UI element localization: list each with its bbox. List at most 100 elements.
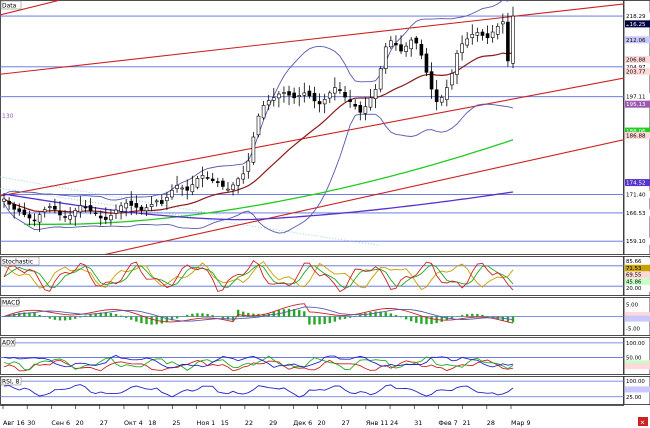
x-tick-label: Ноя 1: [197, 419, 216, 427]
macd-histogram-bar: [124, 316, 128, 318]
stochastic-level-box: [625, 285, 650, 292]
x-tick-label: 29: [269, 419, 277, 427]
candle-body: [348, 99, 352, 102]
candle-body: [271, 97, 276, 101]
candle-body: [399, 44, 403, 52]
macd-histogram-bar: [104, 312, 107, 317]
x-axis: Авг 16 30 Сен 6 20 27 Окт 4 18 25 Ноя 1 15 22 29 Дек…: [0, 405, 624, 427]
price-level-box: [625, 190, 650, 198]
candle-body: [195, 178, 200, 188]
macd-signal-line: [3, 306, 514, 322]
macd-tick-label: 5.00: [626, 303, 639, 309]
candle-body: [322, 99, 327, 105]
macd-plot: 5.00 -5.00: [0, 303, 650, 332]
candle-body: [389, 40, 393, 48]
x-tick-label: 15: [221, 419, 229, 427]
rsi-tick-label: 25.00: [626, 395, 642, 401]
candle-body: [32, 219, 37, 222]
candle-body: [485, 33, 490, 39]
candle-body: [221, 180, 225, 187]
candle-body: [429, 71, 434, 90]
macd-histogram-bar: [53, 316, 57, 320]
candle-body: [343, 92, 347, 98]
x-tick-label: Фев 7: [438, 419, 457, 427]
candle-body: [409, 39, 414, 50]
macd-histogram-bar: [318, 316, 321, 325]
candle-body: [490, 31, 495, 38]
candle-body: [226, 188, 230, 191]
macd-histogram-bar: [369, 312, 372, 317]
price-level-label: 204.97: [626, 65, 646, 71]
macd-histogram-bar: [262, 313, 265, 317]
macd-histogram-bar: [374, 311, 377, 317]
x-tick-label: Авг 16: [3, 419, 25, 427]
macd-histogram-bar: [420, 316, 423, 324]
candle-body: [37, 214, 42, 223]
macd-histogram-bar: [221, 316, 225, 319]
price-title: Data: [2, 3, 17, 10]
panel-titles: Data Stochastic MACD ADX RSI, 8 130: [0, 0, 40, 386]
candle-body: [159, 200, 164, 204]
stochastic-level-box: [625, 258, 650, 265]
macd-histogram-bar: [186, 314, 189, 317]
dotted-guide: [0, 187, 381, 246]
channel-line: [0, 77, 624, 197]
price-level-box: [625, 132, 650, 140]
bollinger-lower: [3, 103, 514, 234]
macd-histogram-bar: [68, 316, 72, 320]
panel-frames: [0, 0, 650, 405]
stochastic-level-box: [625, 264, 650, 272]
macd-histogram-bar: [465, 314, 469, 317]
macd-histogram-bar: [175, 316, 179, 319]
candle-body: [307, 90, 312, 97]
macd-histogram-bar: [430, 316, 433, 325]
x-tick-label: 20: [317, 419, 325, 427]
candle-body: [470, 34, 475, 38]
macd-histogram-bar: [89, 314, 92, 317]
price-level-box: [625, 93, 650, 101]
x-tick-label: Сен 6: [51, 419, 70, 427]
x-tick-label: 20: [76, 419, 84, 427]
adx-plus-di-line: [3, 355, 514, 371]
candle-body: [7, 200, 11, 205]
candle-body: [495, 26, 500, 35]
candle-body: [419, 44, 424, 56]
stochastic-title: Stochastic: [2, 259, 33, 266]
macd-histogram-bar: [491, 316, 494, 318]
price-level-label: 216.25: [626, 22, 646, 28]
label-130: 130: [2, 113, 14, 120]
candle-body: [236, 178, 240, 186]
macd-histogram-bar: [74, 316, 77, 319]
stochastic-level-box: [625, 271, 650, 279]
candle-body: [368, 97, 373, 108]
macd-histogram-bar: [18, 312, 21, 317]
stochastic-level-label: 71.53: [626, 266, 641, 272]
candle-body: [353, 103, 358, 107]
candle-body: [42, 209, 47, 213]
candle-body: [190, 184, 195, 193]
x-tick-label: 22: [245, 419, 253, 427]
price-level-box: [625, 237, 650, 245]
candle-body: [363, 106, 368, 114]
macd-histogram-bar: [145, 316, 148, 325]
rsi-line: [3, 384, 514, 398]
corner-close-icon[interactable]: ✕: [638, 417, 648, 427]
dotted-guide: [0, 176, 221, 216]
candle-body: [109, 215, 113, 221]
macd-histogram-bar: [338, 316, 342, 320]
macd-histogram-bar: [486, 316, 489, 317]
macd-histogram-bar: [252, 313, 255, 317]
price-level-label: 203.77: [626, 69, 646, 75]
macd-histogram-bar: [476, 314, 479, 317]
candle-body: [17, 208, 22, 212]
candle-body: [129, 200, 134, 206]
candle-body: [414, 37, 419, 44]
x-tick-label: 30: [27, 419, 35, 427]
macd-histogram-bar: [211, 315, 214, 317]
candle-body: [149, 204, 154, 207]
channel-line: [0, 0, 61, 16]
macd-histogram-bar: [440, 316, 443, 322]
candle-body: [170, 189, 174, 198]
